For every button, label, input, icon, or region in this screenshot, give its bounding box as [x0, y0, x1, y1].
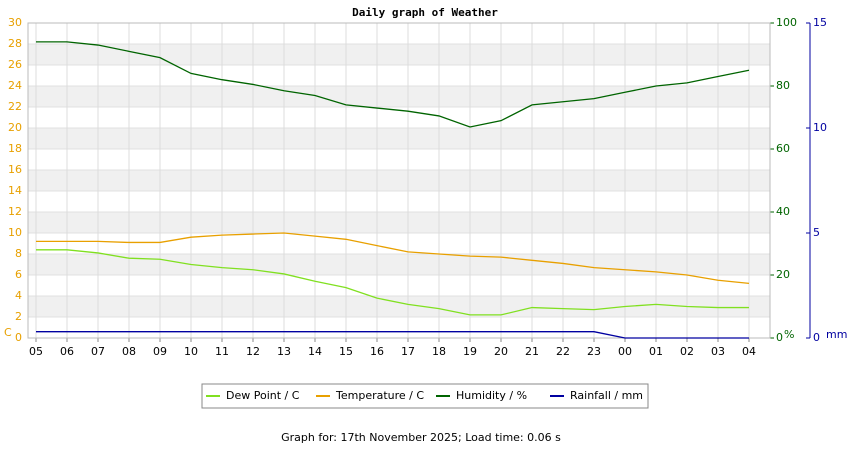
y2-tick-label: 40 [776, 205, 790, 218]
grid-band [28, 44, 770, 65]
x-tick-label: 03 [711, 345, 725, 358]
x-tick-label: 00 [618, 345, 632, 358]
y-tick-label: 6 [15, 268, 22, 281]
x-tick-label: 15 [339, 345, 353, 358]
footer: Graph for: 17th November 2025; Load time… [281, 431, 561, 444]
y3-tick-label: 5 [813, 226, 820, 239]
legend-label: Dew Point / C [226, 389, 300, 402]
plot-border [27, 22, 771, 339]
x-tick-label: 11 [215, 345, 229, 358]
x-tick-label: 13 [277, 345, 291, 358]
y-tick-label: 30 [8, 16, 22, 29]
x-tick-label: 10 [184, 345, 198, 358]
y-tick-label: 8 [15, 247, 22, 260]
x-tick-label: 18 [432, 345, 446, 358]
series-line [36, 249, 749, 316]
x-tick-label: 16 [370, 345, 384, 358]
grid-band [28, 86, 770, 107]
x-tick-label: 12 [246, 345, 260, 358]
y-tick-label: 28 [8, 37, 22, 50]
grid-band [28, 170, 770, 191]
y-tick-label: 24 [8, 79, 22, 92]
x-tick-label: 04 [742, 345, 756, 358]
y-tick-label: 20 [8, 121, 22, 134]
x-tick-label: 07 [91, 345, 105, 358]
y2-tick-label: 100 [776, 16, 797, 29]
legend-label: Humidity / % [456, 389, 527, 402]
grid-band [28, 212, 770, 233]
y-tick-label: 4 [15, 289, 22, 302]
y3-axis-label: mm [826, 328, 847, 341]
x-tick-label: 14 [308, 345, 322, 358]
grid-band [28, 296, 770, 317]
series-line [36, 331, 749, 339]
x-tick-label: 17 [401, 345, 415, 358]
chart-title: Daily graph of Weather [352, 6, 498, 19]
y2-tick-label: 0 [776, 331, 783, 344]
x-tick-label: 19 [463, 345, 477, 358]
x-tick-label: 02 [680, 345, 694, 358]
y-tick-label: 0 [15, 331, 22, 344]
y-tick-label: 14 [8, 184, 22, 197]
y-tick-label: 10 [8, 226, 22, 239]
y2-axis-label: % [784, 328, 794, 341]
series-line [36, 41, 750, 128]
y-tick-label: 18 [8, 142, 22, 155]
y2-tick-label: 60 [776, 142, 790, 155]
y-tick-label: 12 [8, 205, 22, 218]
y2-tick-label: 20 [776, 268, 790, 281]
x-tick-label: 06 [60, 345, 74, 358]
y3-tick-label: 15 [813, 16, 827, 29]
x-tick-label: 01 [649, 345, 663, 358]
y3-tick-label: 0 [813, 331, 820, 344]
y-tick-label: 16 [8, 163, 22, 176]
legend-label: Temperature / C [335, 389, 424, 402]
y-tick-label: 2 [15, 310, 22, 323]
legend-label: Rainfall / mm [570, 389, 643, 402]
x-tick-label: 22 [556, 345, 570, 358]
x-tick-label: 20 [494, 345, 508, 358]
x-tick-label: 05 [29, 345, 43, 358]
series-line [36, 232, 750, 285]
y3-tick-label: 10 [813, 121, 827, 134]
x-tick-label: 08 [122, 345, 136, 358]
grid-band [28, 254, 770, 275]
y-tick-label: 26 [8, 58, 22, 71]
x-tick-label: 09 [153, 345, 167, 358]
x-tick-label: 23 [587, 345, 601, 358]
legend [201, 383, 649, 409]
grid-band [28, 128, 770, 149]
y2-tick-label: 80 [776, 79, 790, 92]
y-axis-label: C [4, 326, 12, 339]
x-tick-label: 21 [525, 345, 539, 358]
y-tick-label: 22 [8, 100, 22, 113]
